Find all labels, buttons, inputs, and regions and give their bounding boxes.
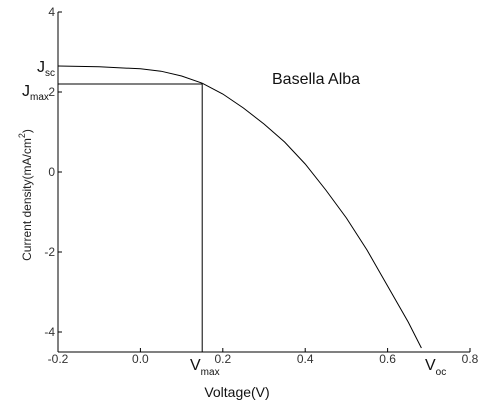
jsc-label: Jsc (37, 59, 55, 79)
voc-main: V (425, 357, 436, 374)
y-axis-title: Current density(mA/cm2) (17, 129, 34, 261)
voc-label: Voc (425, 357, 446, 378)
y-axis-title-end: ) (20, 129, 34, 133)
vmax-label: Vmax (190, 357, 220, 378)
y-tick-label: 4 (48, 5, 55, 19)
y-tick-label: -4 (44, 325, 55, 339)
vmax-main: V (190, 357, 201, 374)
x-tick-label: 0.6 (379, 352, 396, 366)
legend-text: Basella Alba (272, 71, 360, 88)
y-tick-label: 0 (48, 165, 55, 179)
y-tick-label: 2 (48, 85, 55, 99)
y-ticks: 4 2 0 -2 -4 (44, 5, 62, 339)
x-tick-label: 0.4 (297, 352, 314, 366)
y-axis-title-sup: 2 (17, 133, 27, 138)
x-tick-label: 0.0 (132, 352, 149, 366)
x-ticks: -0.2 0.0 0.2 0.4 0.6 0.8 (48, 348, 479, 366)
y-axis-title-main: Current density(mA/cm (20, 138, 34, 261)
max-power-guides (58, 83, 203, 352)
y-tick-label: -2 (44, 245, 55, 259)
vmax-sub: max (201, 367, 220, 378)
jsc-main: J (37, 59, 45, 76)
x-axis-title: Voltage(V) (204, 384, 269, 400)
voc-sub: oc (436, 367, 447, 378)
x-tick-label: 0.2 (214, 352, 231, 366)
series-line (57, 65, 422, 349)
axes (57, 12, 470, 353)
jmax-sub: max (30, 92, 49, 103)
jmax-label: Jmax (22, 83, 49, 103)
x-tick-label: 0.8 (462, 352, 479, 366)
jsc-sub: sc (45, 68, 55, 79)
jmax-main: J (22, 83, 30, 100)
series-group (57, 65, 422, 349)
x-tick-label: -0.2 (48, 352, 69, 366)
